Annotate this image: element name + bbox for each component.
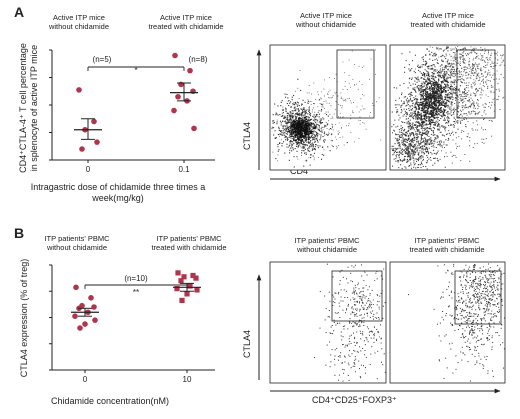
panel-b-significance: ** (n=10) <box>84 274 188 297</box>
panel-b-y-axis-label: CTLA4 expression (% of treg) <box>19 259 29 378</box>
panel-b-flow-dots-1 <box>314 263 386 382</box>
data-point <box>174 286 180 292</box>
panel-b-flow-x-label: CD4⁺CD25⁺FOXP3⁺ <box>312 395 397 405</box>
panel-a-axes: 0 0.1 <box>49 49 215 174</box>
count-label: (n=5) <box>93 55 112 64</box>
data-point <box>194 287 200 293</box>
x-tick-label: 0 <box>86 165 91 174</box>
data-point <box>91 304 97 310</box>
panel-a-group-labels: Active ITP mice without chidamide Active I… <box>48 13 224 31</box>
data-point <box>184 291 190 297</box>
data-point <box>179 297 185 304</box>
data-point <box>92 317 98 323</box>
data-point <box>191 125 197 132</box>
data-point <box>94 139 100 145</box>
panel-b-flow-title-1: ITP patients' PBMC without chidamide <box>294 236 360 254</box>
panel-a-flow-title-1: Active ITP mice without chidamide <box>295 11 356 29</box>
panel-b-scatter-plot: CTLA4 expression (% of treg) 0 10 ** (n=10… <box>19 259 215 406</box>
panel-a-flow-y-label: CTLA4 <box>242 122 252 150</box>
x-tick-label: 10 <box>183 375 192 384</box>
panel-a-y-axis-label: CD4⁺CTLA-4⁺ T cell percentagein splenocy… <box>18 43 39 173</box>
panel-a-flow-gate-1 <box>336 49 375 119</box>
group-label: ITP patients' PBMC treated with chidamide <box>151 234 226 252</box>
panel-a-flow-title-2: Active ITP mice treated with chidamide <box>410 11 485 29</box>
significance-mark: * <box>134 66 137 75</box>
panel-b-flow-y-label: CTLA4 <box>242 330 252 358</box>
panel-b-flow-plots: ITP patients' PBMC without chidamide ITP … <box>242 236 506 405</box>
panel-a-scatter-plot: CD4⁺CTLA-4⁺ T cell percentagein splenocy… <box>18 43 215 203</box>
panel-b-flow-title-2: ITP patients' PBMC treated with chidamide <box>409 236 484 254</box>
group-label: Active ITP mice without chidamide <box>48 13 109 31</box>
panel-b-group-labels: ITP patients' PBMC without chidamide ITP p… <box>44 234 226 252</box>
data-point <box>178 278 184 284</box>
data-point <box>77 325 83 331</box>
data-point <box>72 313 78 319</box>
data-point <box>82 321 88 327</box>
panel-b-flow-gate-1 <box>331 270 383 322</box>
data-point <box>178 81 184 88</box>
group-label: Active ITP mice treated with chidamide <box>148 13 223 31</box>
panel-a-flow-x-label: CD4 <box>290 166 308 176</box>
panel-a-flow-dots-1 <box>271 49 382 168</box>
data-point <box>172 52 178 59</box>
data-point <box>190 272 196 279</box>
data-point <box>73 284 79 291</box>
panel-a-x-axis-label: Intragastric dose of chidamide three tim… <box>31 182 206 203</box>
data-point <box>181 274 187 280</box>
data-point <box>91 118 97 125</box>
panel-a-flow-dots-2 <box>391 46 505 170</box>
panel-a-letter: A <box>14 4 24 20</box>
data-point <box>187 67 193 74</box>
panel-b-flow-gate-2 <box>454 270 502 325</box>
panel-b-flow-plot-1 <box>269 261 387 384</box>
panel-a-significance: * (n=5) (n=8) <box>87 55 208 75</box>
significance-mark: ** <box>133 288 139 297</box>
panel-a-error-bars <box>74 82 198 140</box>
count-label: (n=8) <box>189 55 208 64</box>
count-label: (n=10) <box>124 274 148 283</box>
data-point <box>76 87 82 93</box>
panel-a-flow-plots: Active ITP mice without chidamide Active … <box>242 11 506 182</box>
data-point <box>175 270 181 276</box>
data-point <box>171 107 177 114</box>
data-point <box>187 283 193 289</box>
panel-b-axes: 0 10 <box>49 264 215 384</box>
panel-b-letter: B <box>14 225 24 241</box>
data-point <box>193 275 199 281</box>
data-point <box>175 93 181 100</box>
data-point <box>88 295 94 301</box>
panel-b-x-axis-label: Chidamide concentration(nM) <box>51 396 169 406</box>
group-label: ITP patients' PBMC without chidamide <box>44 234 110 252</box>
data-point <box>79 146 85 152</box>
panel-b-error-bars <box>71 282 201 317</box>
panel-a-flow-gate-2 <box>456 49 496 119</box>
x-tick-label: 0 <box>83 375 88 384</box>
x-tick-label: 0.1 <box>178 165 190 174</box>
panel-a-flow-plot-1 <box>269 44 387 171</box>
panel-b-points <box>72 270 200 331</box>
